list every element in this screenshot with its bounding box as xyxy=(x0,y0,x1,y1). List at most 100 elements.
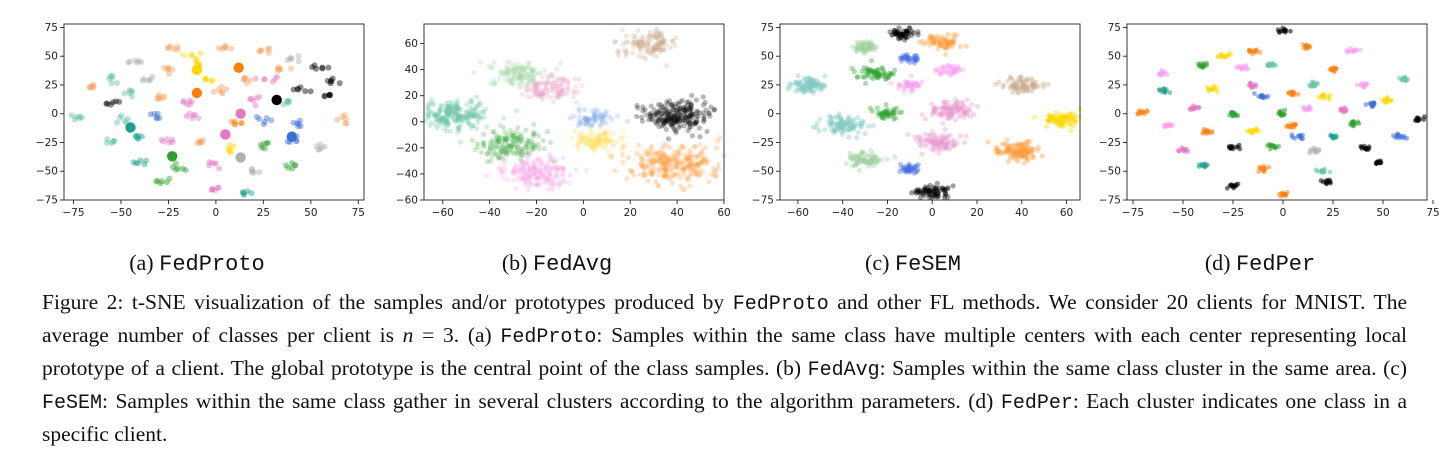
sample-point xyxy=(529,66,535,72)
sample-point xyxy=(664,160,670,166)
sample-point xyxy=(1034,147,1041,153)
sample-point xyxy=(1201,162,1206,168)
sample-point xyxy=(215,86,222,93)
sample-point xyxy=(1020,148,1026,154)
sample-point xyxy=(579,139,585,145)
sample-point xyxy=(537,92,543,98)
sample-point xyxy=(486,63,492,69)
sample-point xyxy=(683,115,689,121)
sample-point xyxy=(789,81,795,87)
sample-point xyxy=(839,119,845,125)
sample-point xyxy=(1342,106,1348,112)
sample-point xyxy=(974,103,981,109)
sample-point xyxy=(1009,142,1015,148)
sample-point xyxy=(577,138,583,144)
sample-point xyxy=(906,161,912,167)
sample-point xyxy=(512,71,518,78)
sample-point xyxy=(942,186,948,192)
sample-point xyxy=(585,136,591,142)
sample-point xyxy=(904,52,910,58)
sample-point xyxy=(935,39,941,45)
sample-point xyxy=(558,92,564,98)
sample-point xyxy=(241,190,248,197)
sample-point xyxy=(508,142,514,148)
sample-point xyxy=(686,155,692,161)
sample-point xyxy=(341,112,348,119)
sample-point xyxy=(940,120,946,126)
sample-point xyxy=(661,173,667,179)
sample-point xyxy=(558,81,564,87)
sample-point xyxy=(445,109,451,115)
sample-point xyxy=(515,167,521,173)
sample-point xyxy=(1018,151,1024,158)
sample-point xyxy=(645,178,651,184)
sample-point xyxy=(813,82,819,88)
sample-point xyxy=(695,154,701,160)
sample-point xyxy=(812,79,818,85)
sample-point xyxy=(844,120,850,126)
sample-point xyxy=(652,156,658,162)
sample-point xyxy=(309,64,316,71)
sample-point xyxy=(942,105,948,111)
sample-point xyxy=(550,80,556,86)
sample-point xyxy=(689,167,695,174)
sample-point xyxy=(672,163,678,169)
sample-point xyxy=(909,166,915,172)
sample-point xyxy=(896,34,902,40)
sample-point xyxy=(877,110,884,116)
sample-point xyxy=(648,146,654,152)
sample-point xyxy=(692,166,698,173)
sample-point xyxy=(554,66,560,72)
sample-point xyxy=(664,156,670,163)
sample-point xyxy=(860,149,866,155)
sample-point xyxy=(804,85,810,92)
sample-point xyxy=(954,32,960,38)
sample-point xyxy=(517,76,523,82)
sample-point xyxy=(687,112,693,119)
sample-point xyxy=(903,83,909,89)
sample-point xyxy=(532,170,538,176)
sample-point xyxy=(854,157,860,163)
sample-point xyxy=(902,164,908,170)
sample-point xyxy=(519,73,525,79)
sample-point xyxy=(936,185,942,191)
sample-point xyxy=(884,106,890,112)
sample-point xyxy=(1004,147,1010,153)
global-prototype-point xyxy=(235,152,246,163)
sample-point xyxy=(586,117,592,123)
sample-point xyxy=(937,145,943,151)
sample-point xyxy=(669,167,675,173)
sample-point xyxy=(654,152,660,158)
sample-point xyxy=(544,80,550,86)
sample-point xyxy=(942,101,948,107)
sample-point xyxy=(867,105,873,111)
sample-point xyxy=(446,103,452,110)
sample-point xyxy=(493,138,500,145)
sample-point xyxy=(518,133,525,139)
sample-point xyxy=(469,137,475,143)
sample-point xyxy=(595,114,601,120)
sample-point xyxy=(850,163,856,169)
sample-point xyxy=(808,86,814,93)
sample-point xyxy=(342,120,349,127)
x-tick-label: −40 xyxy=(479,207,501,219)
sample-point xyxy=(1067,121,1073,127)
sample-point xyxy=(531,171,538,177)
sample-point xyxy=(223,86,230,93)
sample-point xyxy=(805,79,811,85)
sample-point xyxy=(957,44,963,50)
sample-point xyxy=(452,105,458,111)
sample-point xyxy=(532,160,538,166)
sample-point xyxy=(1047,113,1053,119)
sample-point xyxy=(934,194,940,200)
sample-point xyxy=(619,27,625,33)
y-tick-label: 75 xyxy=(45,22,58,34)
sample-point xyxy=(661,107,667,114)
sample-point xyxy=(160,64,167,71)
plot-frame xyxy=(1126,23,1428,201)
sample-point xyxy=(956,109,962,115)
sample-point xyxy=(525,82,531,89)
sample-point xyxy=(545,176,552,182)
sample-point xyxy=(903,79,909,85)
sample-point xyxy=(1056,116,1062,122)
